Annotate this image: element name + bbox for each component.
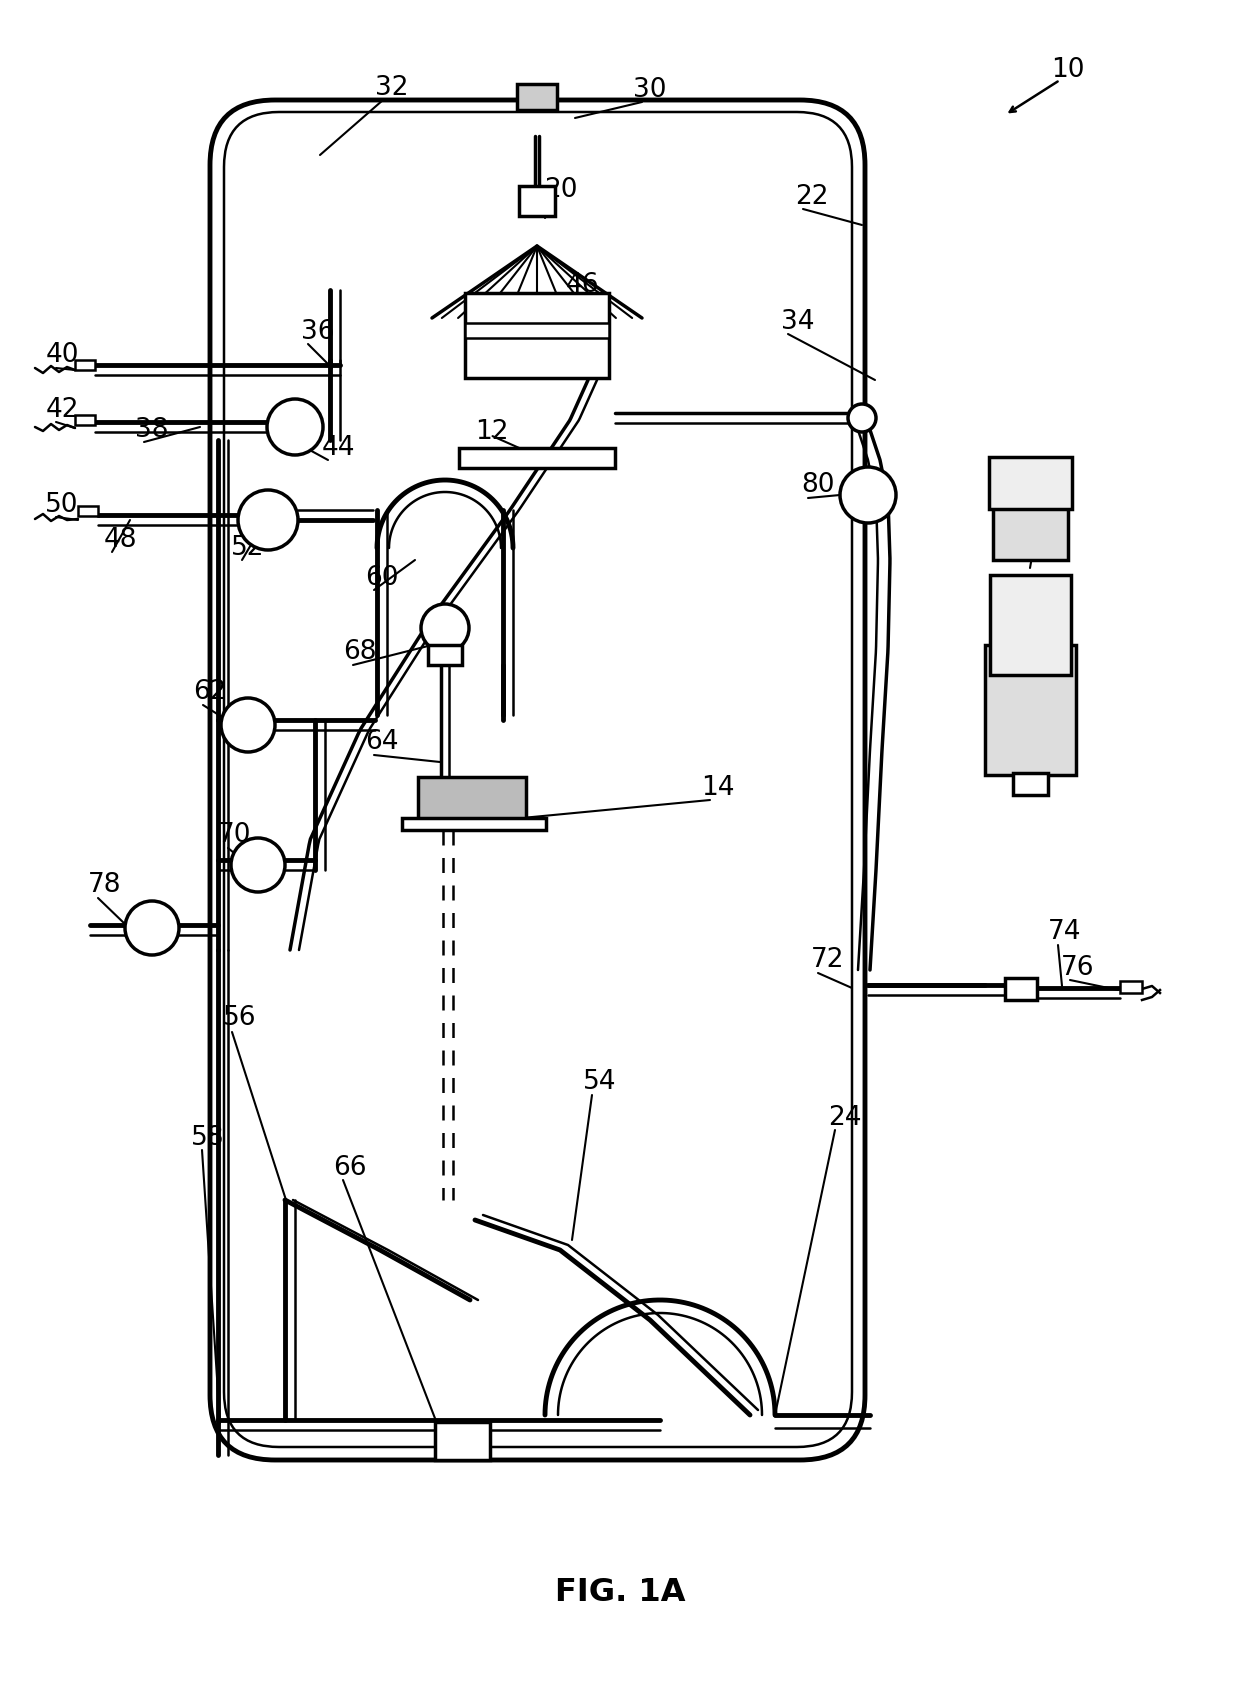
Text: 16: 16 <box>1028 501 1061 529</box>
Text: 32: 32 <box>376 75 409 102</box>
Text: 40: 40 <box>45 342 79 368</box>
Text: 24: 24 <box>828 1104 862 1132</box>
Circle shape <box>422 605 469 652</box>
Circle shape <box>238 490 298 551</box>
Text: 46: 46 <box>565 273 599 298</box>
Bar <box>990 574 1071 674</box>
Text: 62: 62 <box>193 679 227 705</box>
Text: 56: 56 <box>223 1005 257 1032</box>
Bar <box>993 500 1068 561</box>
Bar <box>74 361 95 369</box>
Circle shape <box>839 468 897 523</box>
Text: 52: 52 <box>231 535 265 561</box>
Text: 68: 68 <box>343 639 377 666</box>
Text: 36: 36 <box>301 318 335 346</box>
Text: 12: 12 <box>475 418 508 446</box>
Text: 38: 38 <box>135 417 169 444</box>
Text: 66: 66 <box>334 1155 367 1181</box>
Bar <box>1013 772 1048 794</box>
Circle shape <box>221 698 275 752</box>
Text: 60: 60 <box>366 566 399 591</box>
Bar <box>74 415 95 425</box>
Bar <box>465 293 609 378</box>
Bar <box>459 447 615 468</box>
Bar <box>1120 981 1142 993</box>
Text: 50: 50 <box>45 491 79 518</box>
Text: 78: 78 <box>88 872 122 898</box>
Bar <box>1004 977 1037 999</box>
Text: 58: 58 <box>191 1125 224 1150</box>
Text: 44: 44 <box>321 435 355 461</box>
Circle shape <box>848 403 875 432</box>
Text: 48: 48 <box>103 527 136 552</box>
Bar <box>78 507 98 517</box>
Bar <box>985 645 1076 774</box>
Text: 22: 22 <box>795 185 828 210</box>
Text: 42: 42 <box>45 396 79 424</box>
Text: 70: 70 <box>218 822 252 849</box>
FancyBboxPatch shape <box>210 100 866 1460</box>
Text: 76: 76 <box>1061 955 1095 981</box>
Bar <box>990 457 1073 508</box>
Circle shape <box>267 400 322 456</box>
Bar <box>428 645 463 666</box>
Text: 10: 10 <box>1052 58 1085 83</box>
Text: 64: 64 <box>366 728 399 756</box>
Bar <box>465 324 609 339</box>
Circle shape <box>125 901 179 955</box>
Bar <box>517 85 557 110</box>
Text: 72: 72 <box>811 947 844 972</box>
Text: 74: 74 <box>1048 920 1081 945</box>
Text: 80: 80 <box>801 473 835 498</box>
Bar <box>520 186 556 217</box>
Text: 34: 34 <box>781 308 815 335</box>
Bar <box>402 818 546 830</box>
Text: FIG. 1A: FIG. 1A <box>554 1577 686 1608</box>
Bar <box>435 1421 490 1460</box>
Bar <box>418 778 526 825</box>
Text: 30: 30 <box>634 76 667 103</box>
Text: 14: 14 <box>702 774 735 801</box>
Text: 20: 20 <box>544 176 578 203</box>
Bar <box>1003 620 1058 645</box>
Text: 54: 54 <box>583 1069 616 1094</box>
Circle shape <box>231 839 285 893</box>
